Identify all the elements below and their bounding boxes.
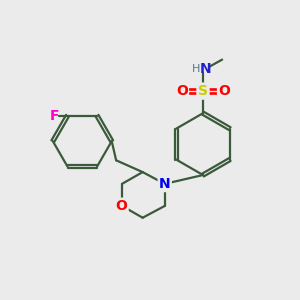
Text: S: S xyxy=(198,84,208,98)
Text: O: O xyxy=(116,199,128,213)
Text: N: N xyxy=(159,177,170,191)
Text: N: N xyxy=(200,62,211,76)
Text: O: O xyxy=(176,84,188,98)
Text: F: F xyxy=(50,109,59,123)
Text: H: H xyxy=(192,64,201,74)
Text: O: O xyxy=(218,84,230,98)
